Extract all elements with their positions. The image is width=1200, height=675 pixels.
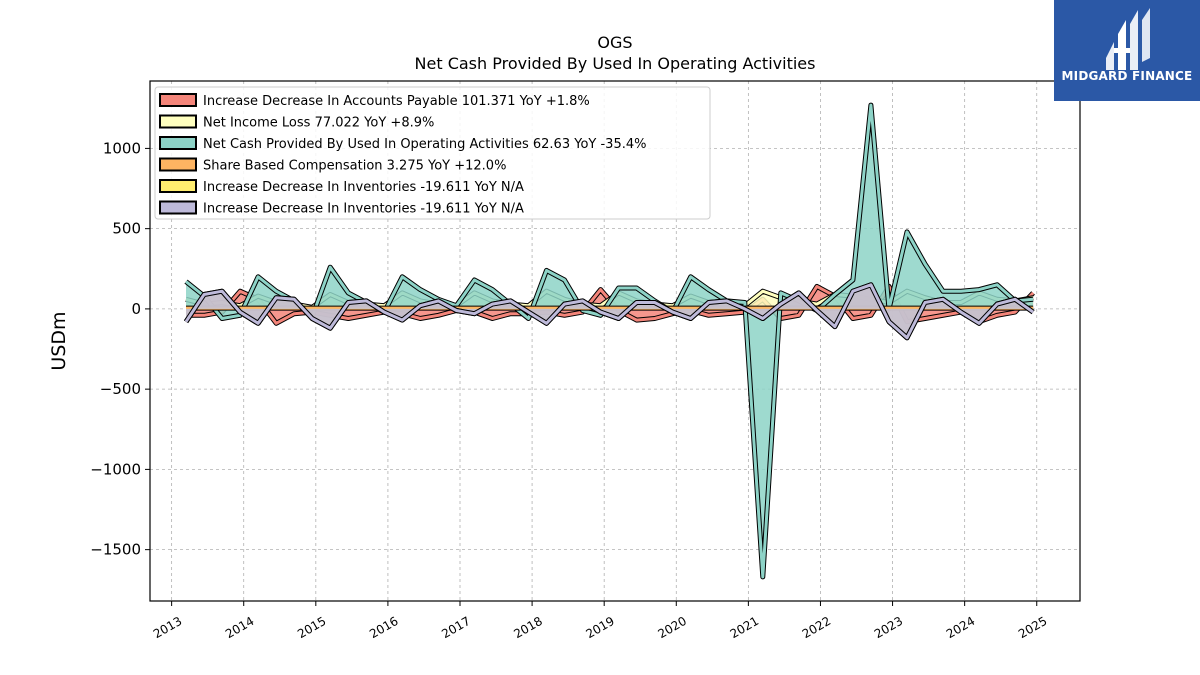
series-6	[183, 282, 1035, 341]
legend-label: Increase Decrease In Accounts Payable 10…	[203, 94, 590, 109]
legend-label: Increase Decrease In Inventories -19.611…	[203, 180, 524, 195]
legend-label: Net Cash Provided By Used In Operating A…	[203, 137, 646, 152]
x-tick-label: 2018	[511, 614, 544, 641]
x-tick-label: 2020	[656, 614, 689, 641]
brand-mark-icon	[1106, 8, 1150, 70]
brand-name: MIDGARD FINANCE	[1061, 69, 1193, 83]
chart-subtitle: Net Cash Provided By Used In Operating A…	[414, 54, 816, 73]
legend-swatch	[159, 136, 197, 150]
legend-label: Increase Decrease In Inventories -19.611…	[203, 202, 524, 217]
y-tick-label: 500	[112, 220, 141, 238]
series-area	[186, 284, 1034, 338]
brand-logo: MIDGARD FINANCE	[1054, 0, 1200, 101]
y-tick-label: −1500	[90, 541, 141, 559]
x-tick-label: 2013	[151, 614, 184, 641]
chart-title: OGS	[597, 33, 633, 52]
y-axis-label: USDm	[48, 311, 70, 370]
chart-title-block: OGS Net Cash Provided By Used In Operati…	[150, 32, 1080, 74]
y-tick-label: 0	[131, 300, 141, 318]
plot-frame	[149, 80, 1081, 602]
legend-label: Net Income Loss 77.022 YoY +8.9%	[203, 116, 434, 131]
y-tick-label: −500	[100, 380, 141, 398]
series-layer	[183, 102, 1035, 580]
x-tick-label: 2014	[223, 614, 256, 641]
legend-swatch	[159, 179, 197, 193]
legend-swatch	[159, 157, 197, 172]
x-tick-label: 2025	[1016, 614, 1049, 641]
x-tick-label: 2015	[295, 614, 328, 641]
legend-swatch	[159, 114, 197, 129]
legend-box	[154, 86, 711, 220]
series-4	[186, 305, 1034, 311]
series-3	[184, 102, 1034, 580]
x-tick-label: 2024	[944, 614, 977, 641]
legend-swatch	[159, 93, 197, 107]
x-tick-label: 2016	[367, 614, 400, 641]
x-tick-label: 2021	[728, 614, 761, 641]
y-tick-label: −1000	[90, 460, 141, 478]
x-tick-label: 2019	[583, 614, 616, 641]
legend-swatch	[159, 200, 197, 215]
x-tick-label: 2017	[439, 614, 472, 641]
legend: Increase Decrease In Accounts Payable 10…	[154, 86, 711, 220]
x-tick-label: 2022	[800, 614, 833, 641]
y-tick-label: 1000	[103, 139, 141, 157]
legend-label: Share Based Compensation 3.275 YoY +12.0…	[203, 159, 506, 174]
series-line	[184, 283, 1034, 340]
x-tick-label: 2023	[872, 614, 905, 641]
series-line	[185, 103, 1034, 579]
